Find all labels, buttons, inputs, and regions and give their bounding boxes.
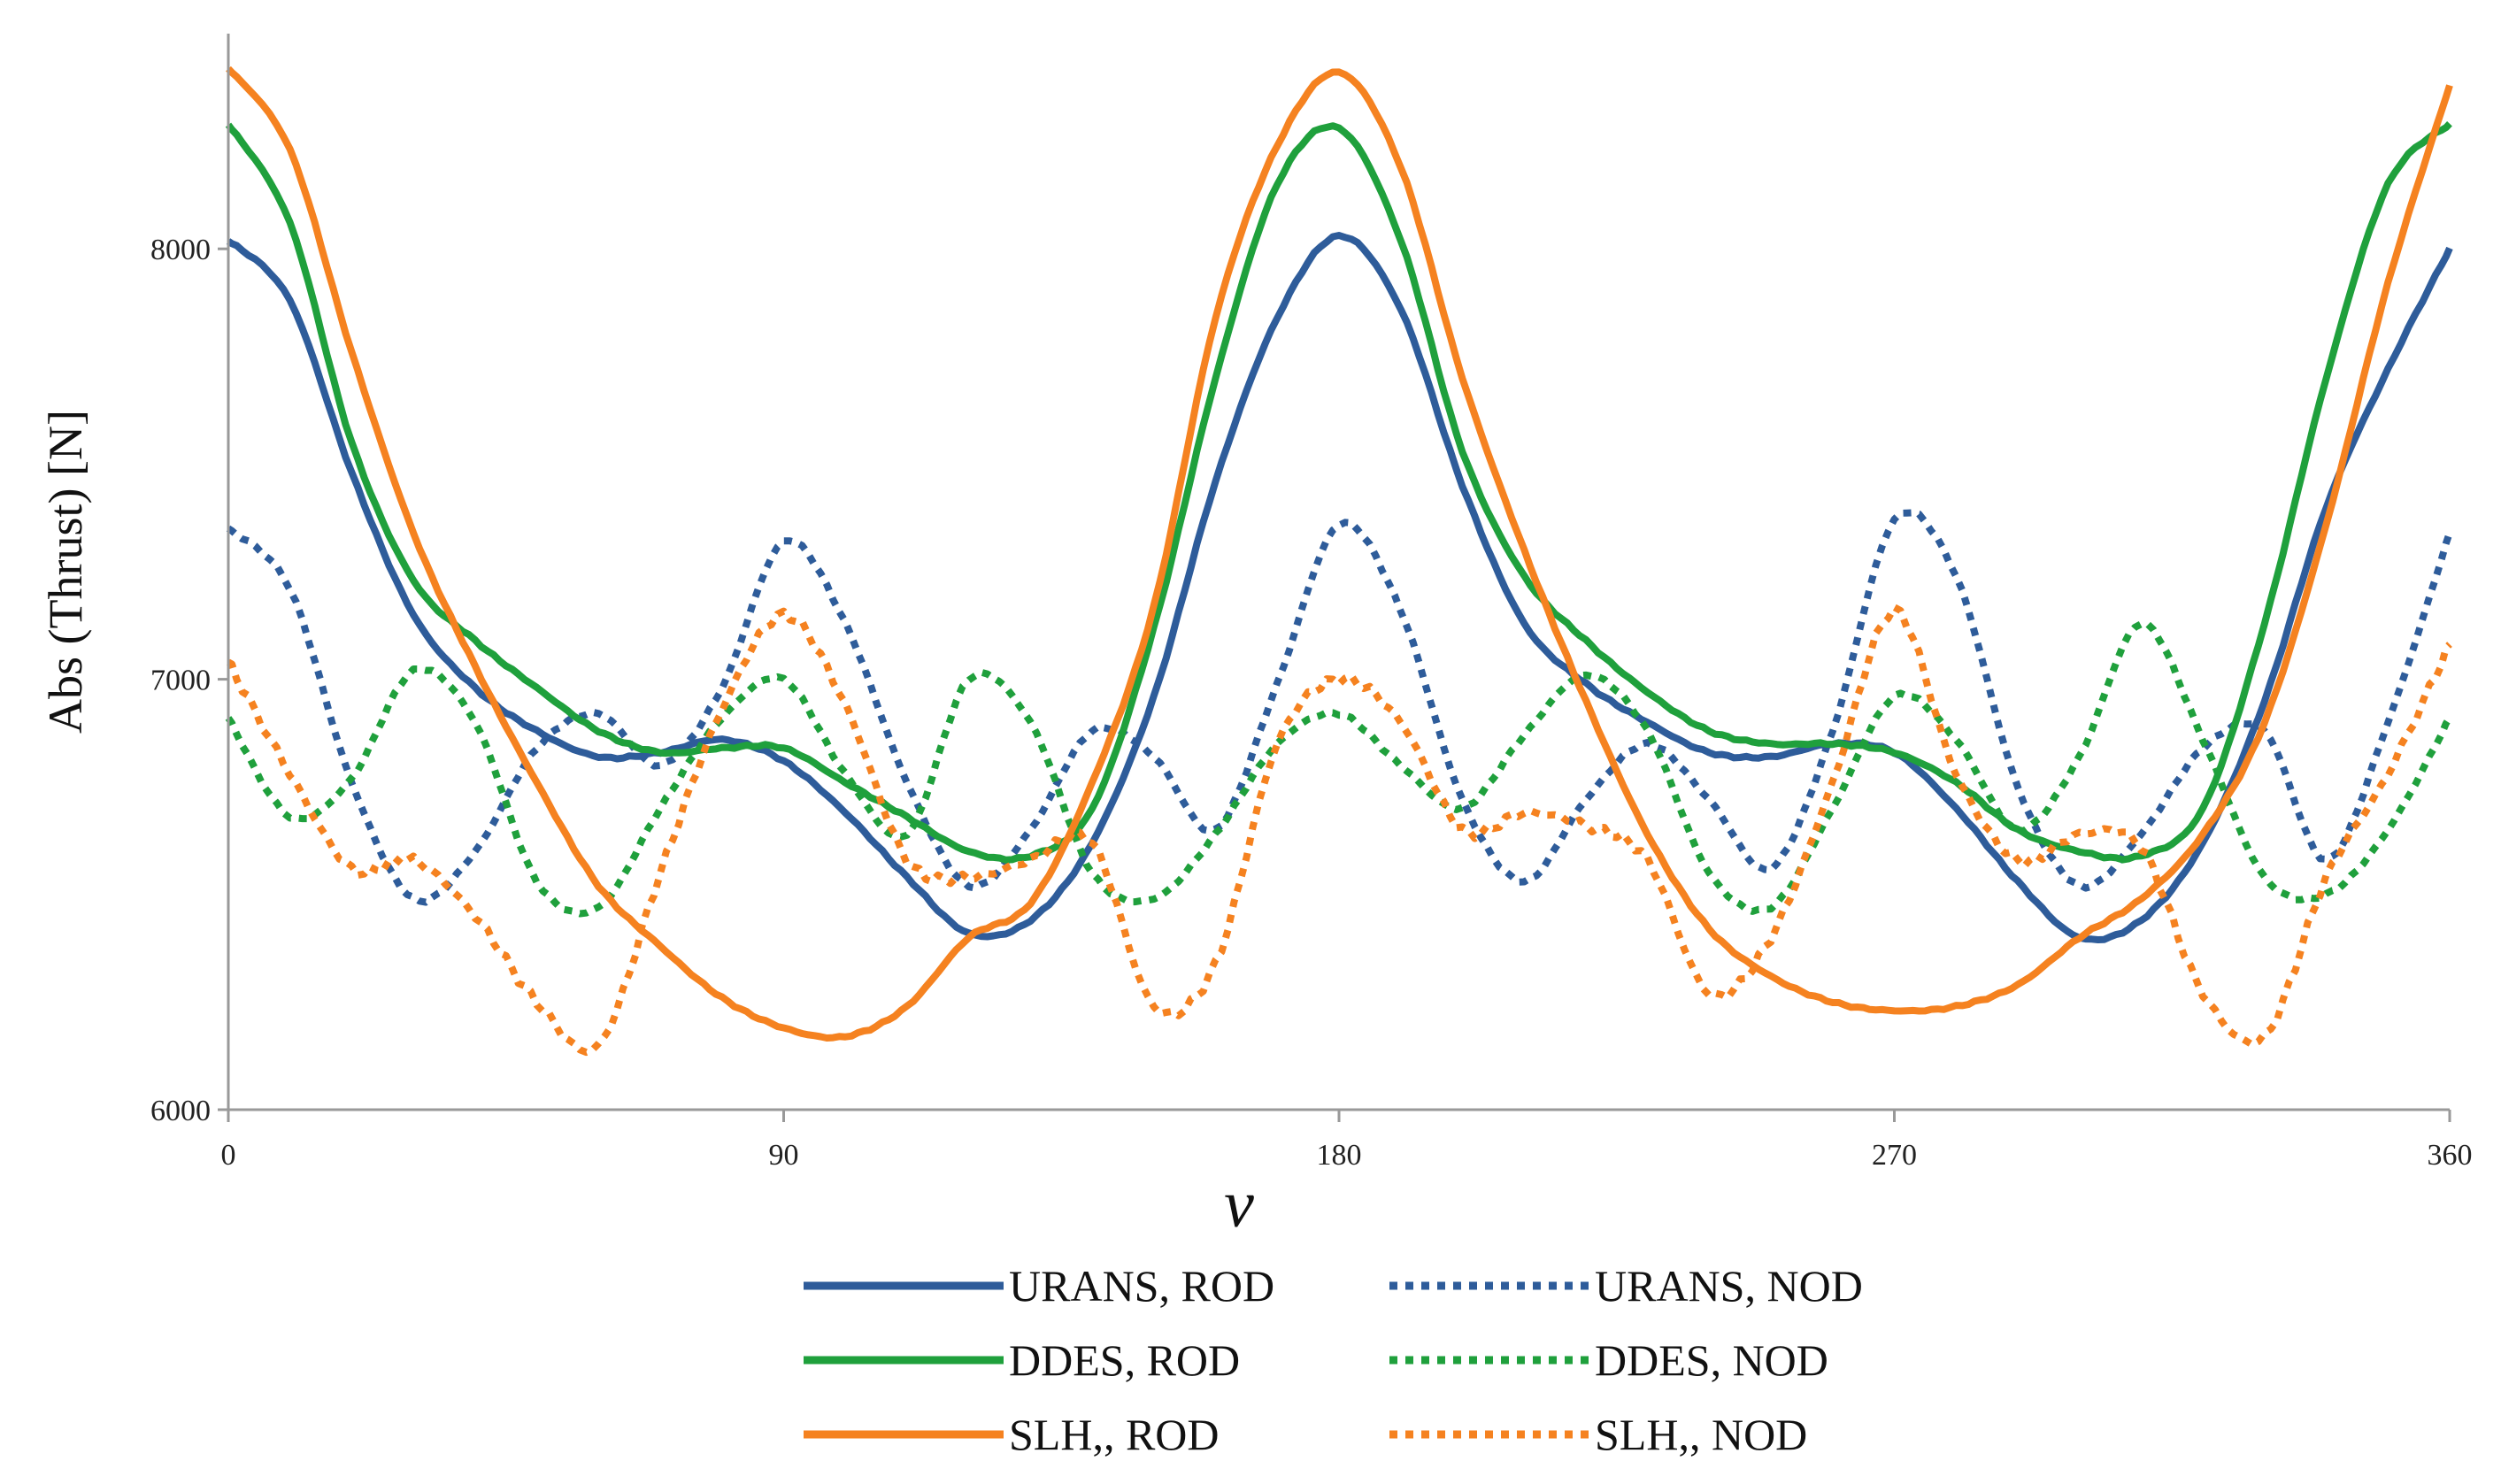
x-tick-label: 180	[1317, 1139, 1362, 1172]
y-tick-label: 7000	[150, 665, 211, 697]
series-line-urans-nod	[226, 509, 2453, 906]
legend: URANS, ROD URANS, NOD DDES, ROD DDES, NOD SL…	[804, 1261, 1863, 1459]
legend-label: URANS, NOD	[1595, 1261, 1863, 1311]
series-line-slh-rod	[226, 65, 2453, 1042]
series-line-slh-nod	[227, 604, 2452, 1057]
series-line-ddes-rod	[225, 121, 2452, 864]
legend-label: URANS, ROD	[1009, 1261, 1274, 1311]
x-axis-title: ν	[1224, 1167, 1254, 1242]
x-tick-label: 0	[221, 1139, 236, 1172]
series-line-ddes-nod	[225, 619, 2453, 918]
axes: 6000 7000 8000 0 90 180 270 360 Abs (Thrust) [N]…	[39, 34, 2473, 1242]
x-tick-label: 270	[1872, 1139, 1917, 1172]
series-line-urans-rod	[226, 232, 2453, 943]
x-tick-label: 90	[769, 1139, 799, 1172]
legend-label: SLH,, NOD	[1595, 1410, 1807, 1459]
plot-area	[225, 65, 2453, 1057]
legend-label: SLH,, ROD	[1009, 1410, 1220, 1459]
legend-label: DDES, ROD	[1009, 1335, 1240, 1385]
legend-label: DDES, NOD	[1595, 1335, 1828, 1385]
x-tick-label: 360	[2428, 1139, 2473, 1172]
y-axis-title: Abs (Thrust) [N]	[39, 410, 92, 734]
y-tick-label: 8000	[150, 234, 211, 266]
y-tick-label: 6000	[150, 1095, 211, 1127]
